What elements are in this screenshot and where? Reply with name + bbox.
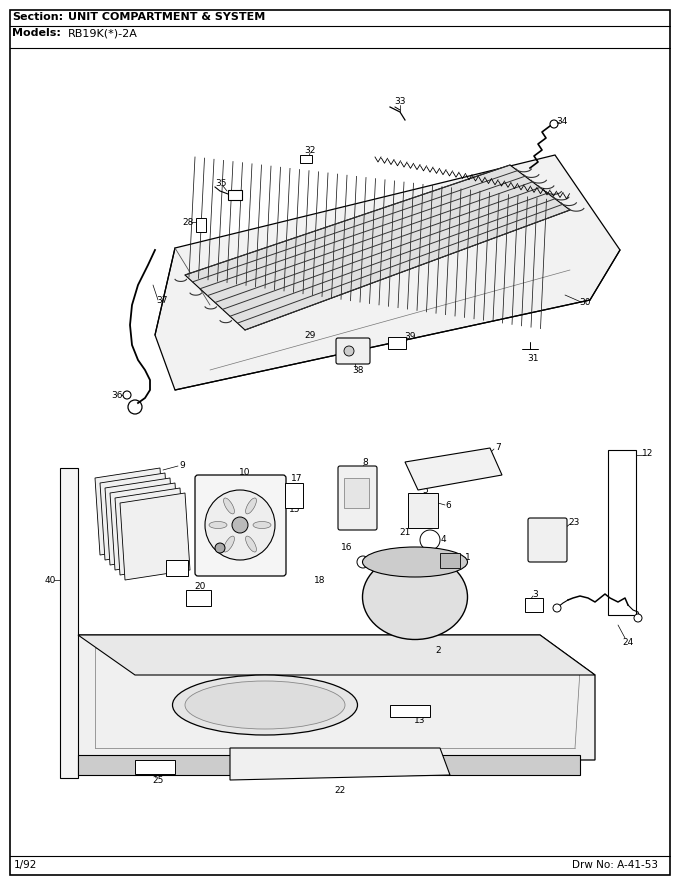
Ellipse shape — [253, 522, 271, 529]
Ellipse shape — [245, 536, 256, 552]
Text: 40: 40 — [44, 576, 56, 585]
Text: 19: 19 — [242, 568, 254, 577]
Ellipse shape — [185, 681, 345, 729]
Circle shape — [553, 604, 561, 612]
Bar — [388, 337, 406, 349]
Text: 23: 23 — [568, 517, 579, 527]
Text: 37: 37 — [156, 295, 168, 304]
Text: 22: 22 — [335, 786, 345, 795]
Text: RB19K(*)-2A: RB19K(*)-2A — [68, 28, 138, 38]
Bar — [608, 450, 636, 615]
Circle shape — [357, 556, 369, 568]
Text: 1/92: 1/92 — [14, 860, 37, 870]
FancyBboxPatch shape — [338, 466, 377, 530]
Bar — [300, 155, 312, 163]
Circle shape — [123, 391, 131, 399]
Ellipse shape — [362, 554, 468, 640]
Text: 15: 15 — [289, 505, 301, 514]
Ellipse shape — [173, 675, 358, 735]
Polygon shape — [110, 483, 180, 570]
Text: Models:: Models: — [12, 28, 61, 38]
Text: 5: 5 — [422, 486, 428, 495]
Circle shape — [215, 543, 225, 553]
Text: 28: 28 — [182, 217, 194, 226]
Polygon shape — [405, 448, 502, 490]
Text: 21: 21 — [399, 528, 411, 537]
Bar — [525, 598, 543, 612]
Text: 3: 3 — [532, 589, 538, 598]
Polygon shape — [185, 165, 570, 330]
Text: 13: 13 — [414, 716, 426, 724]
Bar — [196, 218, 206, 232]
Text: 26: 26 — [173, 551, 185, 560]
Polygon shape — [115, 488, 185, 575]
Text: 18: 18 — [314, 576, 326, 585]
Polygon shape — [230, 748, 450, 780]
Polygon shape — [78, 635, 595, 675]
FancyBboxPatch shape — [528, 518, 567, 562]
Text: 35: 35 — [216, 179, 226, 188]
Bar — [228, 190, 242, 200]
Circle shape — [232, 517, 248, 533]
Polygon shape — [100, 473, 170, 560]
Text: 7: 7 — [495, 442, 501, 451]
FancyBboxPatch shape — [336, 338, 370, 364]
Bar — [390, 705, 430, 717]
Circle shape — [420, 530, 440, 550]
Text: 16: 16 — [341, 543, 353, 552]
Polygon shape — [120, 493, 190, 580]
Text: 24: 24 — [622, 637, 634, 646]
Polygon shape — [78, 755, 580, 775]
Polygon shape — [78, 635, 595, 760]
Text: 36: 36 — [112, 391, 123, 400]
Text: 6: 6 — [445, 500, 451, 509]
Text: 8: 8 — [362, 457, 368, 466]
Bar — [344, 478, 369, 508]
Bar — [60, 468, 78, 778]
Ellipse shape — [245, 498, 256, 514]
Text: 1: 1 — [465, 553, 471, 562]
Polygon shape — [95, 468, 165, 555]
Bar — [166, 560, 188, 576]
Text: 11: 11 — [202, 549, 214, 559]
Text: 31: 31 — [527, 353, 539, 362]
Text: 38: 38 — [352, 366, 364, 375]
Text: 9: 9 — [179, 460, 185, 470]
Text: 10: 10 — [239, 467, 251, 476]
Ellipse shape — [224, 536, 235, 552]
Circle shape — [205, 490, 275, 560]
Text: 12: 12 — [643, 449, 653, 457]
Ellipse shape — [209, 522, 227, 529]
Polygon shape — [105, 478, 175, 565]
Circle shape — [344, 346, 354, 356]
Ellipse shape — [362, 547, 468, 577]
Bar — [440, 553, 460, 568]
Text: Drw No: A-41-53: Drw No: A-41-53 — [572, 860, 658, 870]
Text: 29: 29 — [305, 330, 316, 339]
Text: 20: 20 — [194, 581, 205, 590]
Text: 14: 14 — [358, 557, 368, 567]
Text: UNIT COMPARTMENT & SYSTEM: UNIT COMPARTMENT & SYSTEM — [68, 12, 265, 22]
Text: 30: 30 — [579, 297, 591, 306]
Text: 34: 34 — [556, 117, 568, 125]
FancyBboxPatch shape — [195, 475, 286, 576]
Ellipse shape — [224, 498, 235, 514]
Circle shape — [634, 614, 642, 622]
Bar — [408, 493, 438, 528]
Polygon shape — [155, 155, 620, 390]
Text: 2: 2 — [435, 645, 441, 654]
Text: 32: 32 — [305, 145, 316, 155]
Text: 4: 4 — [440, 535, 446, 544]
Bar — [285, 483, 303, 508]
Text: 33: 33 — [394, 96, 406, 106]
Bar — [135, 760, 175, 774]
Bar — [186, 590, 211, 606]
Text: 17: 17 — [291, 473, 303, 482]
Text: 27: 27 — [265, 765, 275, 774]
Text: 25: 25 — [152, 775, 164, 784]
Text: Section:: Section: — [12, 12, 63, 22]
Text: 39: 39 — [404, 331, 415, 341]
